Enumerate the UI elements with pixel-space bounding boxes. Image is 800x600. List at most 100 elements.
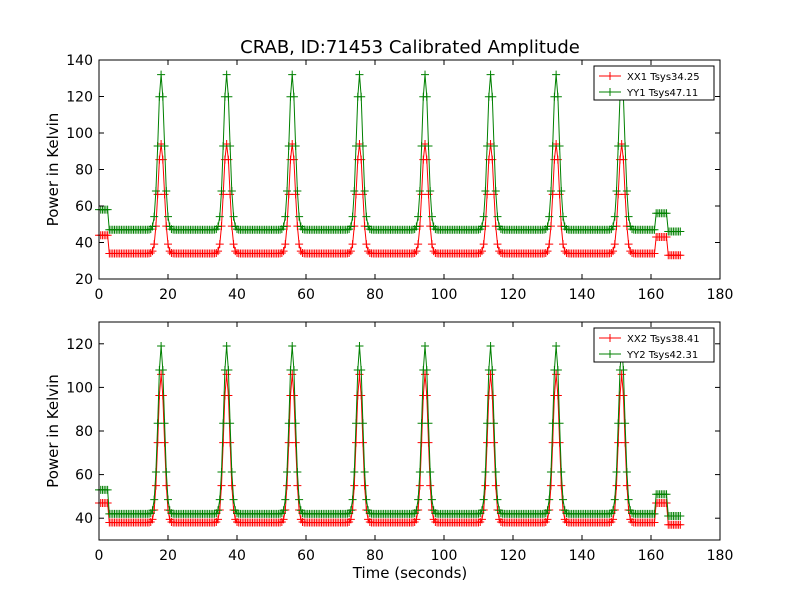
data-point <box>162 481 171 490</box>
data-point <box>410 249 419 258</box>
data-point <box>474 509 483 518</box>
series-group <box>95 341 685 529</box>
legend-marker <box>606 350 614 358</box>
data-point <box>545 212 554 221</box>
data-point <box>650 518 659 527</box>
data-point <box>358 438 367 447</box>
data-point <box>408 509 417 518</box>
data-point <box>229 212 238 221</box>
data-point <box>222 70 231 79</box>
data-point <box>609 222 618 231</box>
data-point <box>153 419 162 428</box>
data-point <box>293 481 302 490</box>
x-axis-label: Time (seconds) <box>352 564 468 582</box>
data-point <box>483 419 492 428</box>
data-point <box>426 467 435 476</box>
data-point <box>490 419 499 428</box>
data-point <box>546 467 555 476</box>
data-point <box>621 438 630 447</box>
data-point <box>343 225 352 234</box>
data-point <box>229 495 238 504</box>
data-point <box>491 481 500 490</box>
data-point <box>486 370 495 379</box>
data-point <box>348 212 357 221</box>
data-point <box>295 495 304 504</box>
data-point <box>350 467 359 476</box>
data-point <box>412 222 421 231</box>
x-tick-label: 160 <box>638 287 665 303</box>
series-markers-1 <box>95 139 685 260</box>
data-point <box>355 70 364 79</box>
data-point <box>157 70 166 79</box>
data-point <box>624 495 633 504</box>
data-point <box>291 419 300 428</box>
data-point <box>553 365 562 374</box>
data-point <box>210 225 219 234</box>
data-point <box>555 142 564 151</box>
data-point <box>350 187 359 196</box>
data-point <box>474 225 483 234</box>
legend-marker <box>606 334 614 342</box>
series-group <box>95 70 685 260</box>
data-point <box>624 212 633 221</box>
data-point <box>481 467 490 476</box>
data-point <box>226 438 235 447</box>
data-point <box>431 509 440 518</box>
data-point <box>491 187 500 196</box>
data-point <box>617 370 626 379</box>
data-point <box>555 438 564 447</box>
data-point <box>621 419 630 428</box>
data-point <box>545 495 554 504</box>
data-point <box>281 240 290 249</box>
x-tick-label: 20 <box>159 548 177 564</box>
series-markers-2 <box>95 70 685 236</box>
data-point <box>279 515 288 524</box>
y-tick-label: 20 <box>75 272 93 288</box>
data-point <box>546 187 555 196</box>
data-point <box>284 190 293 199</box>
data-point <box>412 515 421 524</box>
x-tick-label: 80 <box>366 287 384 303</box>
data-point <box>148 222 157 231</box>
data-point <box>153 190 162 199</box>
data-point <box>557 467 566 476</box>
data-point <box>559 212 568 221</box>
data-point <box>562 225 571 234</box>
data-point <box>288 370 297 379</box>
data-point <box>215 495 224 504</box>
data-point <box>605 225 614 234</box>
data-point <box>357 92 366 101</box>
data-point <box>343 509 352 518</box>
data-point <box>543 247 552 256</box>
data-point <box>493 240 502 249</box>
data-point <box>417 419 426 428</box>
data-point <box>167 509 176 518</box>
data-point <box>426 481 435 490</box>
data-point <box>548 190 557 199</box>
data-point <box>362 495 371 504</box>
data-point <box>543 515 552 524</box>
data-point <box>164 240 172 249</box>
data-point <box>622 187 631 196</box>
data-point <box>421 341 430 350</box>
figure-title: CRAB, ID:71453 Calibrated Amplitude <box>240 37 580 58</box>
data-point <box>164 495 172 504</box>
data-point <box>612 481 621 490</box>
data-point <box>650 249 659 258</box>
data-point <box>562 509 571 518</box>
data-point <box>160 142 169 151</box>
data-point <box>150 212 159 221</box>
data-point <box>555 190 564 199</box>
data-point <box>426 187 435 196</box>
data-point <box>414 212 423 221</box>
data-point <box>676 512 685 521</box>
data-point <box>548 419 557 428</box>
legend-box <box>593 65 715 101</box>
data-point <box>481 187 490 196</box>
data-point <box>150 495 159 504</box>
data-point <box>424 142 433 151</box>
data-point <box>346 247 355 256</box>
data-point <box>612 467 621 476</box>
data-point <box>352 142 361 151</box>
x-tick-label: 140 <box>569 287 596 303</box>
